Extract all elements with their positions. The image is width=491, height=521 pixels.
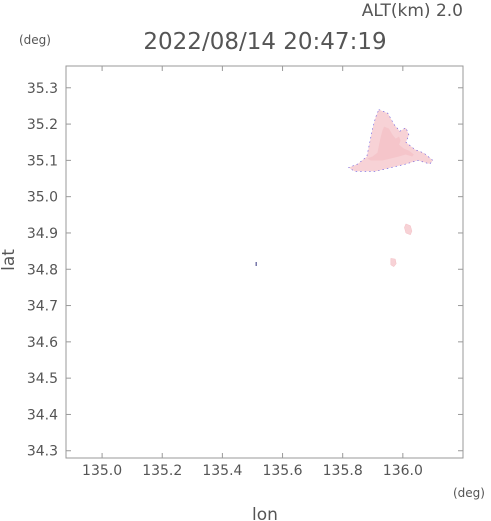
x-tick-label: 135.0 [82,463,122,479]
y-tick-label: 35.3 [27,81,58,97]
y-axis-label: lat [0,249,19,271]
y-tick-label: 35.2 [27,117,58,133]
x-tick-label: 135.6 [262,463,302,479]
echo-layer [255,109,434,267]
y-tick-label: 34.9 [27,226,58,242]
y-tick-label: 35.0 [27,190,58,206]
y-tick-label: 35.1 [27,153,58,169]
y-tick-label: 34.8 [27,262,58,278]
echo-main [348,109,434,172]
y-tick-label: 34.4 [27,407,58,423]
echo-speck [255,262,257,266]
chart-subtitle: ALT(km) 2.0 [362,1,463,21]
x-tick-label: 135.8 [323,463,363,479]
x-axis-label: lon [252,505,278,521]
chart-title: 2022/08/14 20:47:19 [143,29,386,55]
y-tick-label: 34.5 [27,371,58,387]
y-axis-unit: (deg) [19,33,51,47]
echo-main-core [367,126,414,161]
y-tick-label: 34.3 [27,444,58,460]
x-tick-label: 135.4 [202,463,242,479]
echo-small-2 [390,258,397,267]
y-tick-label: 34.7 [27,299,58,315]
axes: 135.0 135.2 135.4 135.6 135.8 136.0 34.3 34.4 34… [27,66,463,479]
x-axis-unit: (deg) [453,486,485,500]
y-tick-label: 34.6 [27,335,58,351]
plot-frame [65,65,464,459]
x-tick-label: 136.0 [383,463,423,479]
x-tick-label: 135.2 [142,463,182,479]
echo-small-1 [404,223,413,236]
